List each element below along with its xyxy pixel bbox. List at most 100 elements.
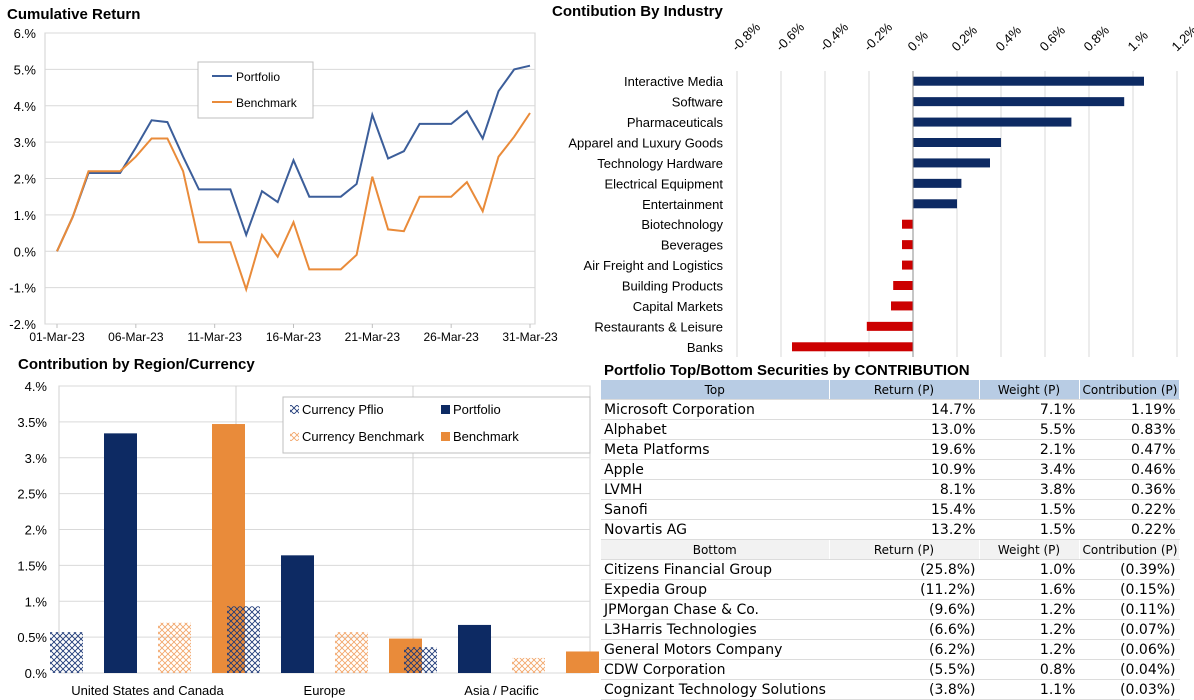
table-row: Apple 10.9% 3.4% 0.46% — [601, 459, 1180, 480]
y-tick-label: 0.5% — [17, 630, 47, 645]
legend-label: Benchmark — [453, 429, 519, 444]
table-row: Novartis AG 13.2% 1.5% 0.22% — [601, 519, 1180, 540]
bar-pharmaceuticals — [913, 117, 1072, 127]
legend-swatch — [290, 432, 299, 441]
table-row: Cognizant Technology Solutions (3.8%) 1.1%… — [601, 679, 1180, 700]
table-cell: 10.9% — [829, 459, 980, 480]
legend-label: Currency Pflio — [302, 402, 384, 417]
table-cell: (0.03%) — [1079, 679, 1180, 700]
y-tick-label: 1.5% — [17, 558, 47, 573]
table-header-cell: Bottom — [601, 539, 830, 560]
table-cell: (5.5%) — [829, 659, 980, 680]
x-tick-label: 16-Mar-23 — [266, 330, 322, 344]
legend-swatch — [441, 432, 450, 441]
legend-label: Benchmark — [236, 96, 298, 110]
bar-air-freight-and-logistics — [902, 260, 913, 270]
table-cell: 0.22% — [1079, 519, 1180, 540]
cumulative-return-title: Cumulative Return — [7, 6, 141, 23]
table-row: Citizens Financial Group (25.8%) 1.0% (0.39… — [601, 559, 1180, 580]
region-contribution-title: Contribution by Region/Currency — [18, 356, 255, 373]
bar-portfolio — [104, 433, 137, 673]
y-tick-label: -1.% — [9, 281, 36, 296]
table-header-cell: Contribution (P) — [1079, 380, 1180, 400]
bar-portfolio — [458, 624, 491, 673]
bar-currency-benchmark — [335, 632, 368, 673]
table-cell: 1.5% — [979, 499, 1080, 520]
category-label: Banks — [687, 340, 724, 355]
x-tick-label: 31-Mar-23 — [502, 330, 558, 344]
table-header-row: Top Return (P) Weight (P) Contribution (P) — [601, 380, 1180, 400]
legend-box — [197, 61, 314, 119]
table-cell: General Motors Company — [601, 639, 830, 660]
bar-currency-pflio — [227, 606, 260, 673]
bar-biotechnology — [902, 219, 913, 229]
category-label: Apparel and Luxury Goods — [568, 136, 723, 151]
table-cell: 0.22% — [1079, 499, 1180, 520]
table-header-row: Bottom Return (P) Weight (P) Contribution (… — [601, 539, 1180, 560]
x-tick-label: 01-Mar-23 — [29, 330, 85, 344]
table-cell: 1.0% — [979, 559, 1080, 580]
top-bottom-securities-table: Top Return (P) Weight (P) Contribution (P) M… — [601, 380, 1180, 700]
table-cell: Novartis AG — [601, 519, 830, 540]
securities-table-title: Portfolio Top/Bottom Securities by CONTR… — [604, 362, 970, 379]
bar-restaurants-leisure — [866, 321, 913, 331]
category-label: Air Freight and Logistics — [584, 258, 724, 273]
bar-entertainment — [913, 199, 957, 209]
table-cell: 1.19% — [1079, 399, 1180, 420]
bar-portfolio — [281, 555, 314, 673]
category-label: Electrical Equipment — [605, 176, 724, 191]
y-tick-label: 3.5% — [17, 415, 47, 430]
series-line-portfolio — [56, 64, 531, 252]
y-tick-label: 1.% — [25, 594, 48, 609]
table-cell: (6.2%) — [829, 639, 980, 660]
category-label: United States and Canada — [71, 683, 224, 698]
table-cell: 1.2% — [979, 619, 1080, 640]
x-tick-label: 26-Mar-23 — [423, 330, 479, 344]
table-cell: (9.6%) — [829, 599, 980, 620]
table-cell: (6.6%) — [829, 619, 980, 640]
bar-currency-benchmark — [158, 622, 191, 673]
legend-label: Currency Benchmark — [302, 429, 425, 444]
bar-currency-benchmark — [512, 657, 545, 673]
category-label: Pharmaceuticals — [627, 115, 724, 130]
legend-label: Portfolio — [453, 402, 501, 417]
table-header-cell: Contribution (P) — [1079, 539, 1180, 560]
y-tick-label: 2.% — [14, 172, 37, 187]
table-row: LVMH 8.1% 3.8% 0.36% — [601, 479, 1180, 500]
table-row: JPMorgan Chase & Co. (9.6%) 1.2% (0.11%) — [601, 599, 1180, 620]
table-cell: 2.1% — [979, 439, 1080, 460]
bar-electrical-equipment — [913, 178, 962, 188]
table-cell: 1.1% — [979, 679, 1080, 700]
bar-benchmark — [566, 651, 599, 673]
x-tick-label: 11-Mar-23 — [187, 330, 242, 344]
table-cell: CDW Corporation — [601, 659, 830, 680]
table-row: Alphabet 13.0% 5.5% 0.83% — [601, 419, 1180, 440]
table-cell: (0.15%) — [1079, 579, 1180, 600]
y-tick-label: 4.% — [14, 99, 37, 114]
table-row: CDW Corporation (5.5%) 0.8% (0.04%) — [601, 659, 1180, 680]
bar-interactive-media — [913, 76, 1144, 86]
industry-contribution-title: Contibution By Industry — [552, 3, 723, 20]
category-label: Asia / Pacific — [464, 683, 539, 698]
table-cell: JPMorgan Chase & Co. — [601, 599, 830, 620]
bar-beverages — [902, 240, 913, 250]
table-cell: Sanofi — [601, 499, 830, 520]
bar-building-products — [893, 281, 913, 290]
y-tick-label: 1.% — [14, 208, 37, 223]
table-row: Microsoft Corporation 14.7% 7.1% 1.19% — [601, 399, 1180, 420]
category-label: Restaurants & Leisure — [594, 319, 723, 334]
bar-software — [913, 97, 1125, 107]
table-cell: Alphabet — [601, 419, 830, 440]
category-label: Capital Markets — [633, 299, 724, 314]
y-tick-label: 2.5% — [17, 487, 47, 502]
category-label: Europe — [304, 683, 346, 698]
y-tick-label: 5.% — [14, 62, 37, 77]
table-row: L3Harris Technologies (6.6%) 1.2% (0.07%) — [601, 619, 1180, 640]
table-cell: 3.4% — [979, 459, 1080, 480]
table-cell: Apple — [601, 459, 830, 480]
table-cell: 1.5% — [979, 519, 1080, 540]
y-tick-label: 4.% — [25, 379, 48, 394]
table-cell: (0.07%) — [1079, 619, 1180, 640]
y-tick-label: -2.% — [9, 317, 36, 332]
table-row: General Motors Company (6.2%) 1.2% (0.06%) — [601, 639, 1180, 660]
